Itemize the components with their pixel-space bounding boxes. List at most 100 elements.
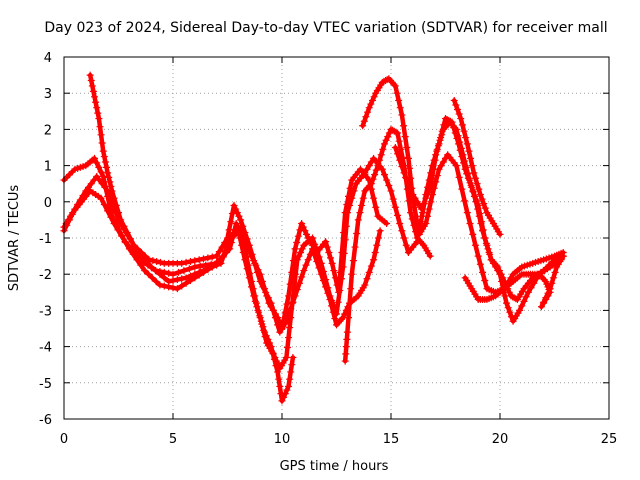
data-point-marker	[486, 250, 494, 258]
data-point-marker	[461, 197, 469, 205]
chart-title: Day 023 of 2024, Sidereal Day-to-day VTE…	[44, 20, 607, 36]
grid	[64, 57, 609, 419]
data-point-marker	[289, 298, 297, 306]
data-point-marker	[385, 182, 393, 190]
data-point-marker	[364, 108, 372, 116]
data-point-marker	[145, 256, 153, 264]
data-point-marker	[389, 195, 397, 203]
data-point-marker	[450, 124, 458, 132]
data-point-marker	[274, 321, 282, 329]
data-point-marker	[337, 275, 345, 283]
data-point-marker	[527, 284, 535, 292]
data-point-marker	[105, 173, 113, 181]
data-point-marker	[549, 274, 557, 282]
series-line	[342, 127, 433, 364]
data-point-marker	[481, 277, 489, 285]
data-point-marker	[195, 256, 203, 264]
data-point-marker	[342, 222, 350, 230]
data-point-marker	[398, 163, 406, 171]
data-point-marker	[178, 275, 186, 283]
data-point-marker	[403, 144, 411, 151]
data-point-marker	[173, 285, 181, 293]
data-point-marker	[387, 187, 395, 195]
data-point-marker	[293, 256, 301, 264]
data-point-marker	[501, 292, 509, 300]
data-point-marker	[285, 311, 293, 319]
data-point-marker	[412, 212, 420, 220]
data-point-marker	[286, 324, 294, 332]
data-point-marker	[301, 227, 309, 235]
data-point-marker	[371, 248, 379, 256]
data-point-marker	[245, 241, 253, 249]
data-point-marker	[439, 158, 447, 166]
data-point-marker	[100, 153, 108, 161]
data-point-marker	[219, 253, 227, 261]
data-point-marker	[411, 194, 419, 202]
data-point-marker	[359, 194, 367, 202]
data-point-marker	[476, 210, 484, 218]
data-point-marker	[370, 194, 378, 202]
data-point-marker	[217, 259, 225, 267]
data-point-marker	[391, 144, 399, 151]
data-point-marker	[359, 122, 367, 130]
data-point-marker	[330, 267, 338, 275]
data-point-marker	[374, 234, 382, 242]
data-point-marker	[463, 170, 471, 178]
data-point-marker	[152, 277, 160, 285]
data-point-marker	[178, 259, 186, 267]
data-point-marker	[315, 264, 323, 272]
data-point-marker	[402, 174, 410, 182]
data-point-marker	[276, 382, 284, 390]
data-point-marker	[474, 201, 482, 209]
data-point-marker	[327, 254, 335, 262]
data-point-marker	[292, 270, 300, 278]
data-point-marker	[204, 265, 212, 273]
data-point-marker	[100, 201, 108, 209]
data-point-marker	[265, 339, 273, 347]
data-point-marker	[269, 306, 277, 314]
data-point-marker	[328, 302, 336, 310]
data-point-marker	[354, 216, 362, 224]
data-point-marker	[468, 162, 476, 170]
data-point-marker	[407, 209, 415, 217]
data-point-marker	[309, 245, 317, 253]
data-point-marker	[191, 257, 199, 265]
data-point-marker	[204, 254, 212, 262]
data-point-marker	[361, 281, 369, 289]
data-point-marker	[342, 350, 350, 358]
data-point-marker	[506, 308, 514, 316]
data-point-marker	[480, 200, 488, 208]
data-point-marker	[241, 245, 249, 253]
data-point-marker	[341, 236, 349, 244]
data-point-marker	[363, 165, 371, 173]
data-point-marker	[200, 267, 208, 275]
data-point-marker	[233, 209, 241, 217]
data-point-marker	[101, 158, 109, 166]
series-track-3	[60, 172, 297, 405]
data-point-marker	[370, 93, 378, 101]
data-point-marker	[398, 111, 406, 119]
y-tick-label: -4	[39, 341, 52, 356]
data-point-marker	[339, 263, 347, 271]
data-point-marker	[413, 198, 421, 206]
data-point-marker	[465, 147, 473, 155]
data-point-marker	[227, 218, 235, 226]
data-point-marker	[435, 140, 443, 148]
data-point-marker	[264, 335, 272, 343]
data-point-marker	[303, 230, 311, 238]
data-point-marker	[351, 243, 359, 251]
data-point-marker	[238, 234, 246, 242]
data-point-marker	[371, 171, 379, 179]
data-point-marker	[343, 328, 351, 336]
data-point-marker	[551, 268, 559, 276]
data-point-marker	[384, 133, 392, 141]
data-point-marker	[304, 256, 312, 264]
data-point-marker	[68, 210, 76, 218]
data-point-marker	[97, 194, 105, 202]
data-point-marker	[377, 151, 385, 159]
data-point-marker	[257, 317, 265, 325]
data-point-marker	[293, 286, 301, 294]
data-point-marker	[368, 96, 376, 104]
data-point-marker	[331, 315, 339, 323]
data-point-marker	[99, 147, 107, 155]
